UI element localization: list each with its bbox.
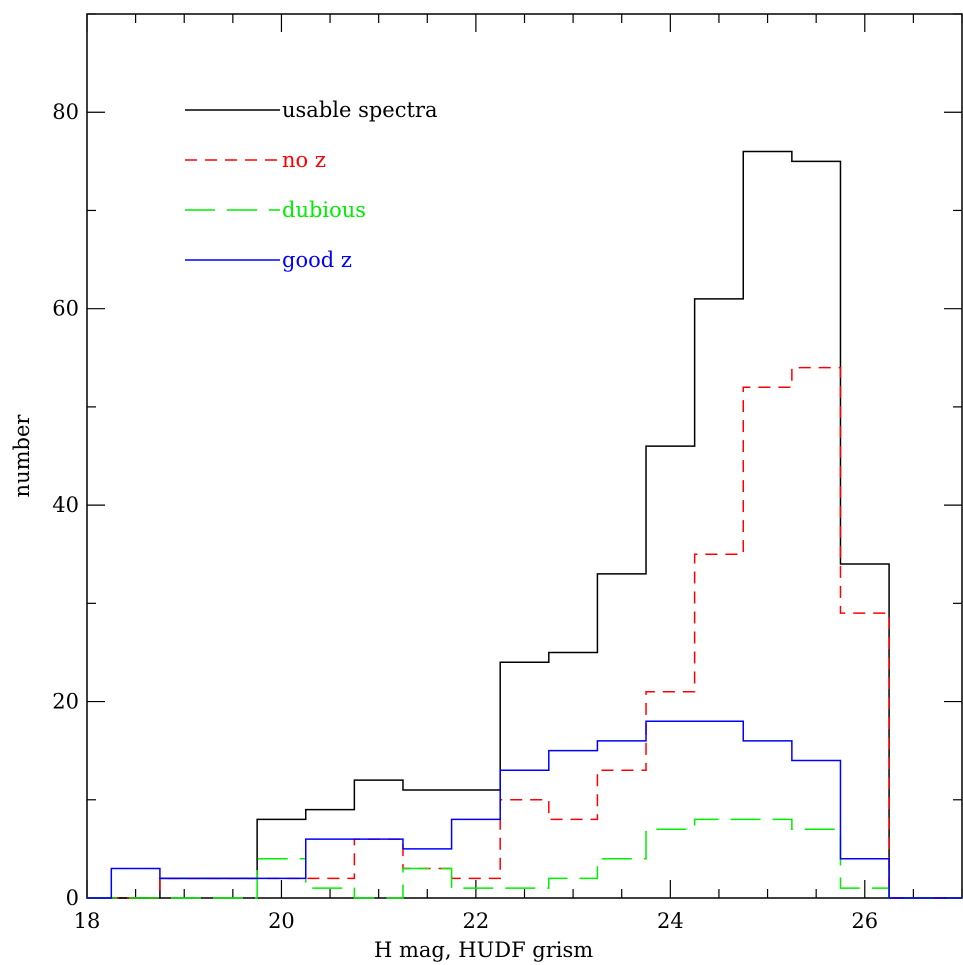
plot-frame xyxy=(86,13,963,899)
series-line-usable-spectra xyxy=(87,150,962,899)
series-line-dubious xyxy=(87,818,962,899)
tick-labels: 18 20 22 24 26 0 20 40 60 80 xyxy=(52,100,878,933)
legend-label: good z xyxy=(282,248,352,272)
legend: usable spectra no z dubious good z xyxy=(185,98,438,272)
x-tick-label: 20 xyxy=(268,909,295,933)
series-line-no-z xyxy=(87,366,962,899)
series-layer xyxy=(87,150,962,899)
legend-label: usable spectra xyxy=(282,98,438,122)
x-tick-label: 26 xyxy=(851,909,878,933)
series-line-good-z xyxy=(87,720,962,899)
y-axis-title: number xyxy=(10,414,34,498)
y-tick-label: 20 xyxy=(52,690,79,714)
y-tick-label: 60 xyxy=(52,297,79,321)
x-tick-label: 22 xyxy=(463,909,490,933)
axis-ticks xyxy=(86,13,963,899)
legend-label: no z xyxy=(282,148,326,172)
y-tick-label: 80 xyxy=(52,100,79,124)
legend-label: dubious xyxy=(282,198,366,222)
x-tick-label: 24 xyxy=(657,909,684,933)
x-tick-label: 18 xyxy=(74,909,101,933)
x-axis-title: H mag, HUDF grism xyxy=(374,938,593,962)
y-tick-label: 0 xyxy=(66,886,79,910)
y-tick-label: 40 xyxy=(52,493,79,517)
